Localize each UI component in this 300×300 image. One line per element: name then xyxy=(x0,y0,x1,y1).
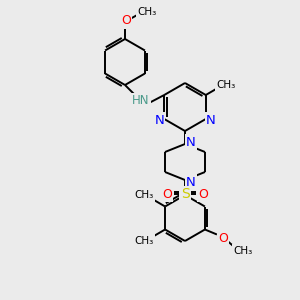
Text: N: N xyxy=(154,113,164,127)
Text: CH₃: CH₃ xyxy=(216,80,236,90)
Text: O: O xyxy=(162,188,172,200)
Text: S: S xyxy=(181,187,189,201)
Text: CH₃: CH₃ xyxy=(137,7,157,17)
Text: O: O xyxy=(121,14,131,28)
Text: CH₃: CH₃ xyxy=(134,190,154,200)
Text: N: N xyxy=(186,176,196,188)
Text: O: O xyxy=(198,188,208,200)
Text: CH₃: CH₃ xyxy=(134,236,154,245)
Text: N: N xyxy=(206,113,216,127)
Text: CH₃: CH₃ xyxy=(233,245,253,256)
Text: HN: HN xyxy=(132,94,150,107)
Text: O: O xyxy=(218,232,228,245)
Text: N: N xyxy=(186,136,196,148)
